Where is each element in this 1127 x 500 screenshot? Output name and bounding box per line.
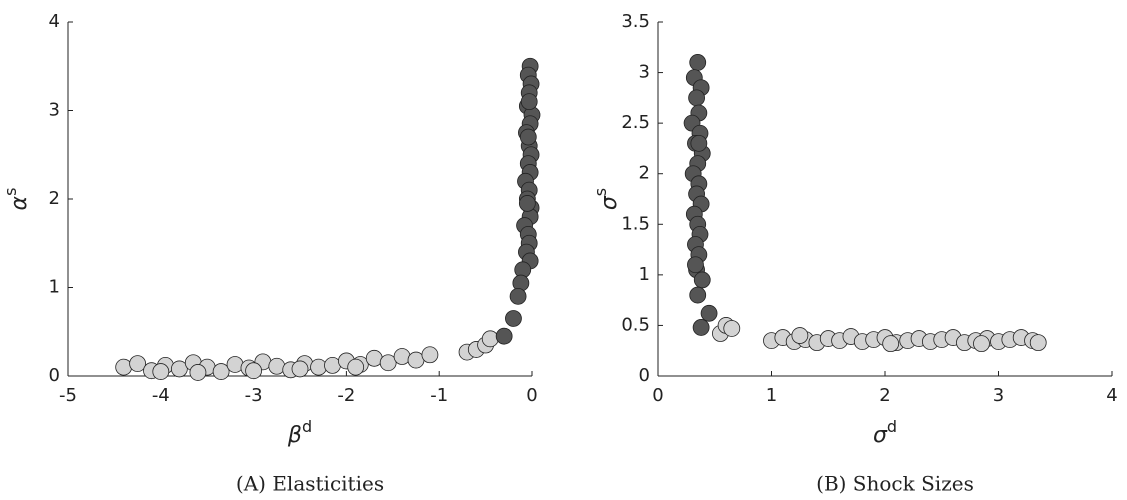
scatter-point (291, 360, 309, 378)
y-tick-label: 1 (49, 277, 60, 298)
scatter-point (379, 354, 397, 372)
scatter-point (689, 286, 707, 304)
scatter-point (687, 256, 704, 274)
subplot: -5 -4 -3 -2 -1 0 0 1 2 3 4 βd αs (A) Elasticities (1, 11, 541, 496)
scatter-point (152, 363, 170, 380)
scatter-point (692, 319, 710, 336)
x-tick-label: -1 (430, 385, 448, 406)
y-tick-label: 4 (49, 11, 60, 32)
scatter-point (882, 335, 900, 353)
scatter-point (688, 89, 705, 107)
x-tick-label: -4 (152, 385, 170, 406)
scatter-point (519, 128, 537, 146)
scatter-point (226, 356, 244, 373)
y-label-sup: s (591, 188, 610, 196)
scatter-point (481, 330, 499, 348)
caption: (A) Elasticities (236, 472, 384, 496)
y-label-base: α (7, 195, 32, 210)
y-tick-label: 3 (639, 62, 650, 83)
x-tick-label: 2 (879, 385, 890, 406)
scatter-point (268, 357, 286, 375)
scatter-point (245, 362, 263, 380)
scatter-point (723, 320, 741, 337)
y-tick-label: 2 (639, 163, 650, 184)
scatter-point (791, 327, 809, 344)
scatter-point (421, 346, 439, 364)
x-tick-label: 3 (993, 385, 1004, 406)
scatter-point (495, 327, 513, 345)
x-label-sup: d (887, 417, 897, 436)
scatter-point (115, 358, 133, 376)
scatter-point (505, 310, 522, 327)
y-axis-label: αs (1, 188, 33, 211)
y-tick-label: 0 (639, 365, 650, 386)
scatter-point (129, 355, 147, 373)
scatter-point (393, 348, 411, 365)
y-tick-label: 2.5 (621, 112, 650, 133)
x-axis-label: βd (287, 417, 312, 449)
scatter-point (520, 93, 538, 111)
y-axis-label: σs (591, 188, 623, 210)
scatter-point (973, 335, 990, 353)
x-tick-label: 1 (766, 385, 777, 406)
y-tick-label: 3 (49, 100, 60, 121)
scatter-point (347, 358, 365, 376)
x-tick-label: -2 (337, 385, 355, 406)
scatter-point (365, 349, 383, 367)
scatter-point (518, 195, 536, 212)
y-label-base: σ (597, 195, 622, 210)
x-label-base: σ (873, 423, 888, 448)
scatter-point (690, 134, 708, 152)
scatter-point (170, 360, 188, 378)
caption: (B) Shock Sizes (816, 472, 974, 496)
scatter-point (324, 356, 341, 374)
scatter-point (189, 364, 207, 381)
x-axis-label: σd (873, 417, 897, 449)
x-tick-label: 0 (652, 385, 663, 406)
x-label-sup: d (302, 417, 312, 436)
y-tick-label: 1.5 (621, 213, 650, 234)
y-tick-label: 0.5 (621, 314, 650, 335)
x-tick-label: 4 (1106, 385, 1117, 406)
scatter-point (509, 287, 527, 305)
y-tick-label: 1 (639, 264, 650, 285)
scatter-point (700, 304, 718, 322)
x-tick-label: -5 (59, 385, 77, 406)
x-label-base: β (287, 423, 302, 448)
y-tick-label: 0 (49, 365, 60, 386)
scatter-point (1029, 334, 1047, 352)
scatter-point (693, 271, 711, 289)
scatter-point (212, 363, 230, 380)
y-label-sup: s (1, 188, 20, 196)
y-tick-label: 3.5 (621, 11, 650, 32)
scatter-point (310, 358, 327, 376)
x-tick-label: 0 (526, 385, 537, 406)
x-tick-label: -3 (245, 385, 263, 406)
y-tick-label: 2 (49, 188, 60, 209)
scatter-point (689, 54, 707, 71)
